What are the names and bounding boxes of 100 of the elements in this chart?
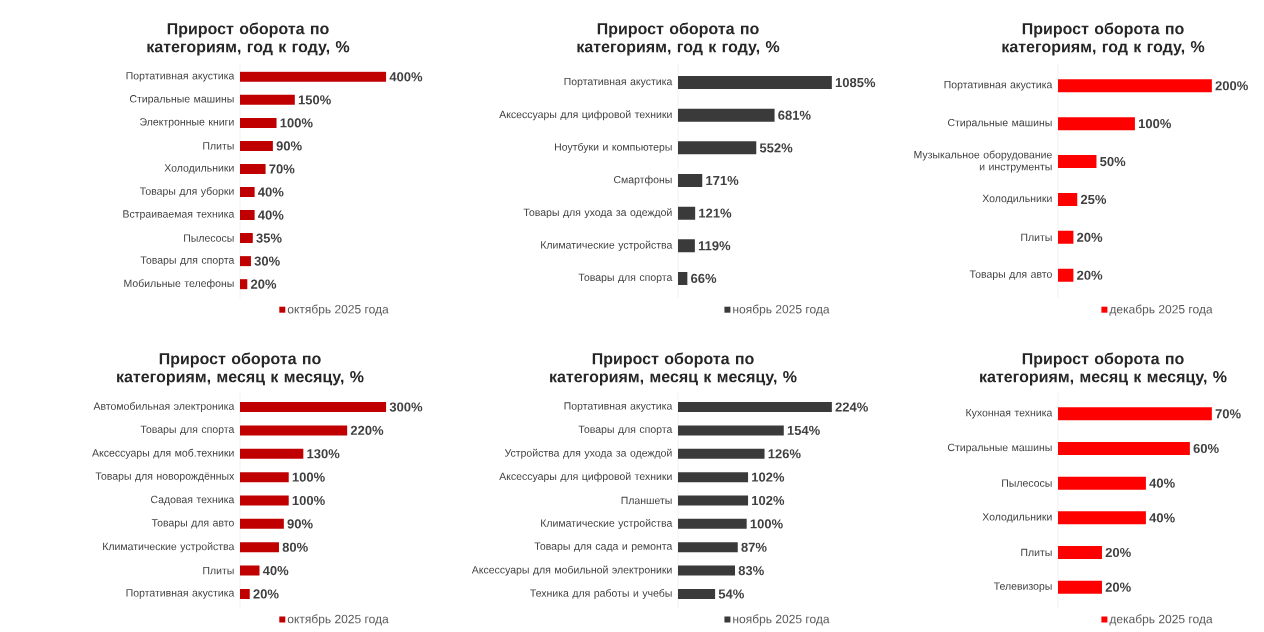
bar bbox=[678, 76, 832, 90]
y-tick-label: Электронные книги bbox=[140, 118, 234, 128]
y-tick-label: Планшеты bbox=[621, 496, 672, 505]
legend-label: декабрь 2025 года bbox=[1109, 614, 1213, 626]
y-tick-label: Портативная акустика bbox=[944, 81, 1053, 91]
y-tick-label: Портативная акустика bbox=[126, 589, 235, 599]
bar bbox=[1058, 155, 1097, 169]
bar bbox=[240, 448, 304, 459]
y-tick-label: Портативная акустика bbox=[564, 77, 673, 88]
bar bbox=[240, 256, 251, 267]
bar bbox=[1058, 230, 1074, 244]
data-label: 100% bbox=[280, 118, 313, 128]
bar bbox=[240, 140, 273, 151]
y-tick-label: Встраиваемая техника bbox=[123, 210, 235, 220]
data-label: 70% bbox=[269, 164, 295, 174]
y-tick-label: Товары для авто bbox=[969, 270, 1052, 280]
data-label: 40% bbox=[258, 210, 284, 220]
y-tick-label: Холодильники bbox=[164, 164, 234, 174]
data-label: 300% bbox=[389, 402, 423, 412]
bar bbox=[240, 233, 253, 244]
chart-title: Прирост оборота по категориям, месяц к месяцу, % bbox=[117, 352, 364, 386]
data-label: 20% bbox=[1105, 547, 1131, 558]
bar bbox=[678, 108, 775, 122]
bar bbox=[240, 565, 260, 576]
data-label: 150% bbox=[298, 95, 331, 105]
bar bbox=[1058, 407, 1212, 421]
data-label: 40% bbox=[262, 566, 289, 576]
chart-title: Прирост оборота по категориям, год к году, % bbox=[577, 22, 780, 56]
y-tick-label: Товары для новорождённых bbox=[95, 472, 235, 482]
data-label: 200% bbox=[1215, 81, 1248, 91]
bar bbox=[678, 141, 757, 155]
y-tick-label: Товары для сада и ремонта bbox=[534, 542, 673, 552]
y-tick-label: Аксессуары для мобильной электроники bbox=[471, 565, 672, 576]
data-label: 100% bbox=[292, 495, 325, 506]
bar bbox=[678, 239, 695, 253]
y-tick-label: Плиты bbox=[1021, 548, 1052, 557]
data-label: 40% bbox=[258, 187, 284, 197]
bar bbox=[678, 495, 749, 506]
y-tick-label: Товары для уборки bbox=[139, 187, 234, 197]
bar bbox=[240, 472, 289, 483]
y-tick-label: Плиты bbox=[203, 142, 234, 150]
bar bbox=[240, 187, 255, 198]
y-tick-label: Товары для ухода за одеждой bbox=[523, 208, 672, 219]
y-tick-label: Техника для работы и учебы bbox=[530, 589, 672, 599]
bar bbox=[678, 206, 696, 220]
data-label: 681% bbox=[778, 110, 811, 120]
data-label: 80% bbox=[282, 542, 308, 552]
data-label: 1085% bbox=[835, 77, 876, 88]
y-tick-label: Климатические устройства bbox=[103, 542, 235, 553]
legend-label: октябрь 2025 года bbox=[287, 304, 389, 316]
y-tick-label: Стиральные машины bbox=[129, 95, 234, 105]
bar bbox=[1058, 192, 1078, 206]
legend-label: декабрь 2025 года bbox=[1109, 304, 1213, 316]
bar bbox=[240, 425, 348, 436]
bar bbox=[678, 542, 738, 553]
data-label: 119% bbox=[698, 241, 731, 251]
bar bbox=[1058, 117, 1135, 131]
y-tick-label: Стиральные машины bbox=[947, 443, 1052, 454]
data-label: 50% bbox=[1100, 156, 1126, 167]
y-tick-label: Телевизоры bbox=[993, 582, 1052, 592]
data-label: 35% bbox=[256, 233, 282, 243]
y-tick-label: Пылесосы bbox=[184, 234, 234, 242]
y-tick-label: Товары для авто bbox=[151, 519, 234, 529]
data-label: 126% bbox=[768, 449, 801, 459]
data-label: 66% bbox=[691, 273, 717, 284]
y-tick-label: Климатические устройства bbox=[541, 518, 673, 529]
bar bbox=[1058, 580, 1102, 594]
bar bbox=[678, 518, 747, 529]
data-label: 40% bbox=[1149, 478, 1175, 488]
y-tick-label: Аксессуары для моб.техники bbox=[92, 448, 234, 459]
chart-title: Прирост оборота по категориям, месяц к месяцу, % bbox=[980, 352, 1227, 386]
y-tick-label: Смартфоны bbox=[613, 175, 672, 186]
y-tick-label: Товары для спорта bbox=[140, 256, 235, 266]
data-label: 83% bbox=[738, 565, 764, 576]
bar bbox=[1058, 79, 1212, 93]
y-tick-label: Садовая техника bbox=[150, 495, 235, 506]
y-tick-label: Аксессуары для цифровой техники bbox=[499, 472, 672, 483]
y-tick-label: Стиральные машины bbox=[947, 118, 1052, 129]
bar bbox=[240, 495, 289, 506]
data-label: 20% bbox=[250, 279, 277, 289]
chart-title: Прирост оборота по категориям, год к году, % bbox=[1002, 22, 1205, 56]
chart-title: Прирост оборота по категориям, месяц к месяцу, % bbox=[550, 352, 797, 386]
bar bbox=[678, 425, 784, 436]
data-label: 220% bbox=[350, 425, 384, 435]
y-tick-label: Портативная акустика bbox=[126, 72, 235, 82]
y-tick-label: Мобильные телефоны bbox=[124, 279, 234, 290]
y-tick-label: Товары для спорта bbox=[578, 425, 673, 436]
y-tick-label: Музыкальное оборудование и инструменты bbox=[914, 150, 1052, 173]
bar bbox=[1058, 441, 1190, 455]
legend-label: ноябрь 2025 года bbox=[733, 614, 830, 626]
bar bbox=[678, 448, 765, 459]
bar bbox=[240, 163, 266, 174]
legend-label: октябрь 2025 года bbox=[287, 614, 389, 626]
bar bbox=[240, 210, 255, 221]
bar bbox=[1058, 268, 1074, 282]
data-label: 100% bbox=[292, 472, 325, 482]
data-label: 102% bbox=[752, 472, 785, 482]
data-label: 20% bbox=[1077, 270, 1103, 280]
data-label: 100% bbox=[750, 519, 783, 529]
chart-title: Прирост оборота по категориям, год к году, % bbox=[147, 22, 350, 56]
